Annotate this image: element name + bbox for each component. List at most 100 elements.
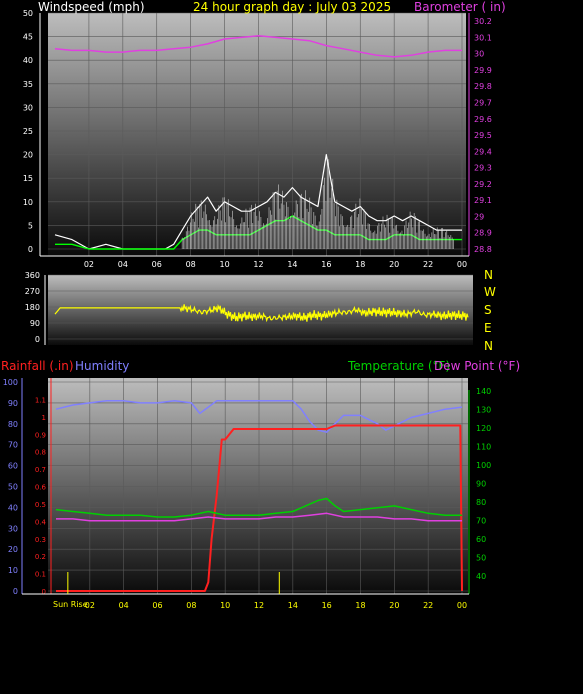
wind-x-tick: 10 bbox=[219, 260, 229, 269]
temp-y-tick: 50 bbox=[476, 554, 486, 563]
wind-x-tick: 14 bbox=[287, 260, 297, 269]
wind-direction-line bbox=[54, 303, 469, 323]
rain-y-tick: 0.9 bbox=[35, 431, 46, 439]
baro-y-tick: 29 bbox=[474, 212, 484, 221]
rain-y-tick: 0.7 bbox=[35, 466, 46, 474]
wind-x-tick: 00 bbox=[457, 260, 467, 269]
rain-title: Rainfall (.in) bbox=[1, 359, 74, 373]
humidity-y-tick: 90 bbox=[8, 399, 18, 408]
baro-y-tick: 29.8 bbox=[474, 82, 492, 91]
wind-x-tick: 16 bbox=[321, 260, 331, 269]
wind-y-tick: 10 bbox=[23, 198, 33, 207]
rain-y-tick: 0.4 bbox=[35, 518, 47, 526]
baro-y-tick: 29.7 bbox=[474, 99, 492, 108]
climate-plot-area bbox=[48, 378, 468, 594]
humidity-y-tick: 70 bbox=[8, 441, 18, 450]
dir-y-tick: 180 bbox=[25, 303, 40, 312]
wind-y-tick: 50 bbox=[23, 9, 33, 18]
humidity-title: Humidity bbox=[75, 359, 129, 373]
compass-s: S bbox=[484, 303, 492, 317]
rain-y-tick: 0.3 bbox=[35, 536, 46, 544]
baro-y-tick: 29.3 bbox=[474, 164, 492, 173]
temp-y-tick: 40 bbox=[476, 572, 486, 581]
wind-plot-area bbox=[48, 13, 466, 256]
humidity-line bbox=[55, 400, 463, 433]
wind-y-tick: 40 bbox=[23, 56, 33, 65]
wind-title: Windspeed (mph) bbox=[38, 0, 145, 14]
humidity-y-tick: 50 bbox=[8, 483, 18, 492]
baro-y-tick: 29.2 bbox=[474, 180, 492, 189]
baro-y-tick: 29.1 bbox=[474, 196, 492, 205]
dewpoint-line bbox=[56, 512, 462, 522]
baro-y-tick: 30 bbox=[474, 50, 484, 59]
baro-y-tick: 29.6 bbox=[474, 115, 492, 124]
dir-y-tick: 270 bbox=[25, 287, 40, 296]
baro-y-tick: 28.9 bbox=[474, 229, 492, 238]
wind-x-tick: 18 bbox=[355, 260, 365, 269]
temp-y-tick: 110 bbox=[476, 443, 491, 452]
climate-x-tick: 08 bbox=[186, 601, 196, 610]
temp-y-tick: 140 bbox=[476, 387, 491, 396]
dir-y-tick: 0 bbox=[35, 335, 40, 344]
dir-y-tick: 360 bbox=[25, 271, 40, 280]
compass-n-top: N bbox=[484, 268, 493, 282]
temp-y-tick: 130 bbox=[476, 406, 491, 415]
humidity-y-tick: 40 bbox=[8, 503, 18, 512]
humidity-y-tick: 0 bbox=[13, 587, 18, 596]
date-title: 24 hour graph day : July 03 2025 bbox=[193, 0, 391, 14]
baro-y-tick: 28.8 bbox=[474, 245, 492, 254]
climate-x-tick: 18 bbox=[355, 601, 365, 610]
dir-y-tick: 90 bbox=[30, 319, 40, 328]
compass-e: E bbox=[484, 321, 492, 335]
baro-y-tick: 30.1 bbox=[474, 33, 492, 42]
rain-y-tick: 0.1 bbox=[35, 571, 46, 579]
rain-y-tick: 0.2 bbox=[35, 553, 46, 561]
rain-y-tick: 1 bbox=[42, 414, 46, 422]
series bbox=[54, 35, 469, 594]
baro-y-tick: 29.5 bbox=[474, 131, 492, 140]
climate-x-tick: 14 bbox=[288, 601, 298, 610]
compass-n-bottom: N bbox=[484, 339, 493, 353]
wind-x-tick: 20 bbox=[389, 260, 399, 269]
axes: 0510152025303540455028.828.92929.129.229… bbox=[3, 9, 492, 610]
baro-y-tick: 29.4 bbox=[474, 147, 492, 156]
compass-w: W bbox=[484, 285, 496, 299]
climate-x-tick: 06 bbox=[152, 601, 162, 610]
wind-y-tick: 30 bbox=[23, 103, 33, 112]
wind-x-tick: 04 bbox=[118, 260, 128, 269]
humidity-y-tick: 10 bbox=[8, 566, 18, 575]
climate-x-tick: 00 bbox=[457, 601, 467, 610]
wind-x-tick: 22 bbox=[423, 260, 433, 269]
wind-y-tick: 45 bbox=[23, 33, 33, 42]
climate-x-tick: 22 bbox=[423, 601, 433, 610]
temp-y-tick: 90 bbox=[476, 480, 486, 489]
wind-y-tick: 25 bbox=[23, 127, 33, 136]
humidity-y-tick: 100 bbox=[3, 378, 18, 387]
temp-y-tick: 80 bbox=[476, 498, 486, 507]
rain-y-tick: 0.6 bbox=[35, 484, 47, 492]
humidity-y-tick: 60 bbox=[8, 462, 18, 471]
climate-x-tick: 16 bbox=[322, 601, 332, 610]
rain-y-tick: 0 bbox=[42, 588, 46, 596]
baro-y-tick: 30.2 bbox=[474, 17, 492, 26]
barometer-line bbox=[54, 35, 462, 58]
climate-x-tick: 04 bbox=[119, 601, 129, 610]
direction-plot-area bbox=[48, 275, 473, 345]
humidity-y-tick: 80 bbox=[8, 420, 18, 429]
baro-title: Barometer ( in) bbox=[414, 0, 506, 14]
climate-x-tick: 02 bbox=[85, 601, 95, 610]
climate-x-tick: 20 bbox=[389, 601, 399, 610]
humidity-y-tick: 30 bbox=[8, 524, 18, 533]
temperature-title: Temperature (°F) bbox=[347, 359, 450, 373]
humidity-y-tick: 20 bbox=[8, 545, 18, 554]
wind-y-tick: 15 bbox=[23, 174, 33, 183]
wind-y-tick: 5 bbox=[28, 221, 33, 230]
climate-x-tick: 10 bbox=[220, 601, 230, 610]
wind-y-tick: 0 bbox=[28, 245, 33, 254]
rain-y-tick: 1.1 bbox=[35, 396, 46, 404]
rainfall-line bbox=[56, 424, 463, 592]
rain-y-tick: 0.8 bbox=[35, 449, 46, 457]
baro-y-tick: 29.9 bbox=[474, 66, 492, 75]
wind-noise bbox=[181, 159, 454, 249]
